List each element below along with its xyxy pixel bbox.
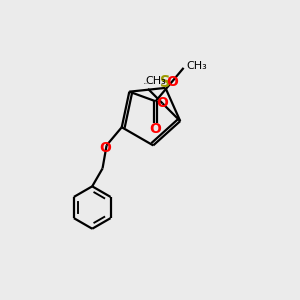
Text: S: S xyxy=(160,75,171,90)
Text: O: O xyxy=(150,122,161,136)
Text: CH₃: CH₃ xyxy=(187,61,207,71)
Text: O: O xyxy=(99,141,111,154)
Text: CH₃: CH₃ xyxy=(145,76,166,86)
Text: O: O xyxy=(157,96,169,110)
Text: methyl: methyl xyxy=(144,83,149,84)
Text: O: O xyxy=(166,75,178,89)
